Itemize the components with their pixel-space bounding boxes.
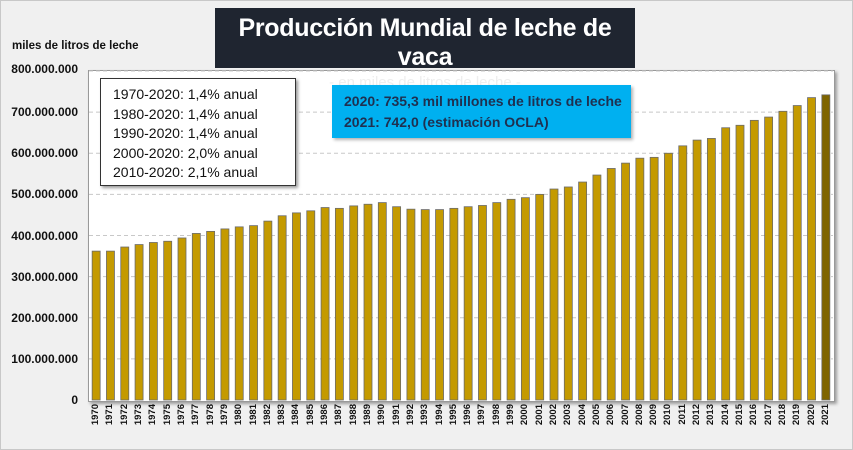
y-tick-label: 0 <box>71 393 78 407</box>
x-tick-label: 1974 <box>147 404 159 426</box>
chart-title: Producción Mundial de leche de vaca <box>238 14 612 71</box>
x-tick-label: 2011 <box>676 404 688 425</box>
y-tick-label: 800.000.000 <box>11 62 78 76</box>
x-tick-label: 2018 <box>776 404 788 426</box>
production-callout: 2020: 735,3 mil millones de litros de le… <box>332 85 631 138</box>
x-tick-label: 1982 <box>261 404 273 426</box>
y-tick-label: 400.000.000 <box>11 228 78 243</box>
x-tick-label: 1995 <box>447 404 459 426</box>
y-tick-label: 500.000.000 <box>11 187 78 202</box>
x-tick-label: 2009 <box>648 404 660 426</box>
x-tick-label: 2007 <box>619 404 631 426</box>
x-tick-label: 2012 <box>691 404 703 426</box>
x-tick-label: 1973 <box>133 404 145 426</box>
callout-2020: 2020: 735,3 mil millones de litros de le… <box>344 93 622 109</box>
x-tick-label: 1978 <box>204 404 216 426</box>
x-tick-label: 1985 <box>304 404 316 426</box>
growth-rate: 2000-2020: 2,0% anual <box>113 144 258 161</box>
x-tick-label: 1992 <box>404 404 416 426</box>
x-tick-label: 2017 <box>762 404 774 426</box>
x-tick-label: 1981 <box>247 404 259 426</box>
x-tick-label: 1997 <box>476 404 488 426</box>
x-tick-label: 1984 <box>290 404 302 426</box>
x-tick-label: 1986 <box>319 404 331 426</box>
x-tick-label: 1979 <box>218 404 230 426</box>
growth-rate: 1980-2020: 1,4% anual <box>113 105 258 122</box>
x-tick-label: 1999 <box>505 404 517 426</box>
x-tick-label: 2015 <box>734 404 745 426</box>
x-tick-label: 2013 <box>705 404 717 426</box>
x-tick-label: 1971 <box>104 404 116 426</box>
x-tick-label: 2016 <box>748 404 760 426</box>
callout-2021: 2021: 742,0 (estimación OCLA) <box>344 114 549 130</box>
x-tick-label: 2005 <box>590 404 602 426</box>
y-tick-label: 100.000.000 <box>11 351 78 366</box>
growth-rate: 2010-2020: 2,1% anual <box>113 164 258 180</box>
x-tick-label: 1983 <box>276 404 288 426</box>
x-tick-label: 2002 <box>548 404 559 426</box>
x-tick-label: 2021 <box>819 404 831 426</box>
x-tick-label: 2019 <box>791 404 803 426</box>
growth-rate: 1970-2020: 1,4% anual <box>113 86 258 102</box>
x-tick-label: 1972 <box>118 404 130 426</box>
x-tick-label: 1987 <box>333 404 345 426</box>
x-tick-label: 1993 <box>419 404 431 426</box>
y-tick-label: 700.000.000 <box>11 105 78 120</box>
y-tick-label: 600.000.000 <box>11 146 78 161</box>
x-tick-label: 1996 <box>462 404 474 426</box>
growth-rate: 1990-2020: 1,4% anual <box>113 125 258 141</box>
x-tick-label: 2020 <box>805 404 817 426</box>
x-tick-label: 2001 <box>533 404 545 426</box>
x-tick-label: 1980 <box>233 404 245 426</box>
x-tick-label: 1990 <box>376 404 388 426</box>
title-box: Producción Mundial de leche de vaca - en… <box>215 8 635 91</box>
x-tick-label: 1976 <box>176 404 187 426</box>
x-tick-label: 1991 <box>390 404 402 426</box>
y-axis-label: miles de litros de leche <box>12 40 139 52</box>
x-tick-label: 1975 <box>161 404 173 426</box>
x-tick-label: 2004 <box>576 404 588 426</box>
x-tick-label: 1989 <box>362 404 373 426</box>
x-tick-label: 2008 <box>633 404 645 426</box>
x-tick-label: 1988 <box>347 404 359 426</box>
x-tick-label: 1998 <box>490 404 502 426</box>
x-tick-label: 2006 <box>605 404 617 426</box>
x-tick-label: 2000 <box>519 404 531 426</box>
growth-rates-box: 1970-2020: 1,4% anual 1980-2020: 1,4% an… <box>100 78 296 186</box>
y-tick-label: 300.000.000 <box>11 269 78 284</box>
x-tick-label: 1977 <box>190 404 202 426</box>
x-tick-label: 2010 <box>662 404 674 426</box>
y-tick-label: 200.000.000 <box>11 310 78 325</box>
x-tick-label: 1994 <box>433 404 445 426</box>
x-tick-label: 2003 <box>562 404 574 426</box>
x-tick-label: 2014 <box>719 404 731 426</box>
x-tick-label: 1970 <box>90 404 102 426</box>
